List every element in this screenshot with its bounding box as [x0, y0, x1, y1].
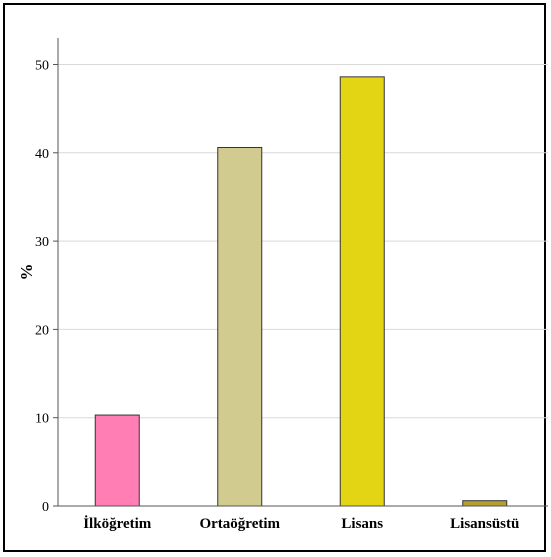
x-category-labels: İlköğretim Ortaöğretim Lisans Lisansüstü — [83, 515, 519, 532]
bar-2 — [339, 76, 385, 507]
y-tick-label-20: 20 — [35, 323, 49, 338]
bar-1 — [217, 146, 263, 507]
x-category-label-2: Lisans — [341, 516, 383, 532]
y-tick-label-30: 30 — [35, 235, 49, 250]
y-tick-label-50: 50 — [35, 58, 49, 73]
x-category-label-0: İlköğretim — [83, 515, 152, 532]
y-tick-label-0: 0 — [42, 500, 49, 515]
bars — [94, 76, 508, 507]
bar-3 — [462, 500, 508, 507]
y-axis-title: % — [17, 264, 36, 281]
bar-0 — [94, 414, 140, 507]
y-tick-labels: 0 10 20 30 40 50 — [35, 58, 49, 515]
x-category-label-1: Ortaöğretim — [199, 516, 280, 532]
x-category-label-3: Lisansüstü — [450, 516, 519, 532]
chart-frame — [3, 3, 546, 552]
axes — [57, 38, 548, 507]
y-tick-label-40: 40 — [35, 147, 49, 162]
y-tick-label-10: 10 — [35, 412, 49, 427]
